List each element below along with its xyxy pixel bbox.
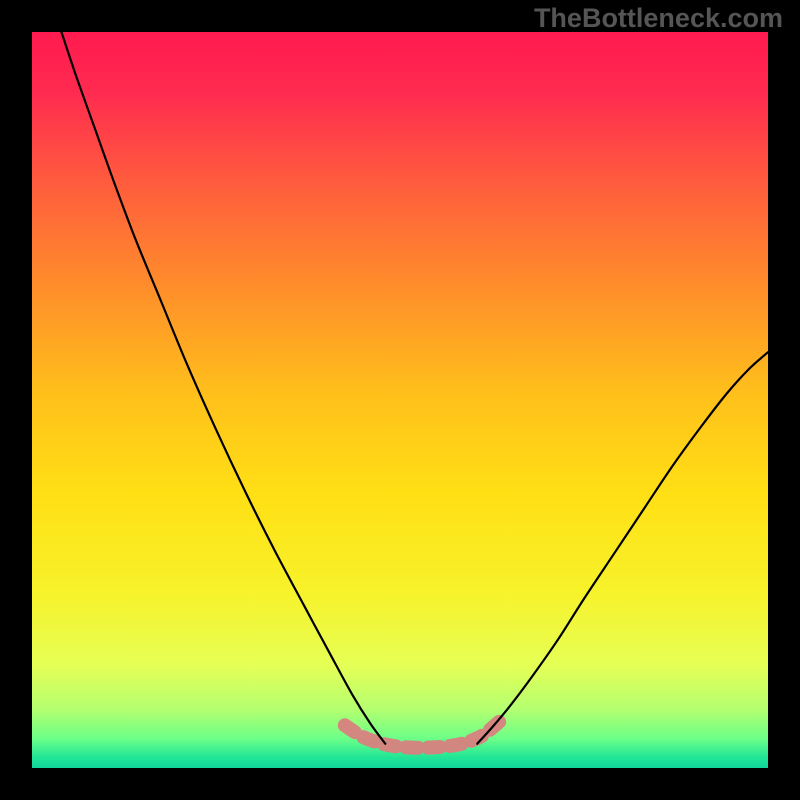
bottleneck-chart (32, 32, 768, 768)
chart-background (32, 32, 768, 768)
watermark-text: TheBottleneck.com (534, 3, 783, 34)
